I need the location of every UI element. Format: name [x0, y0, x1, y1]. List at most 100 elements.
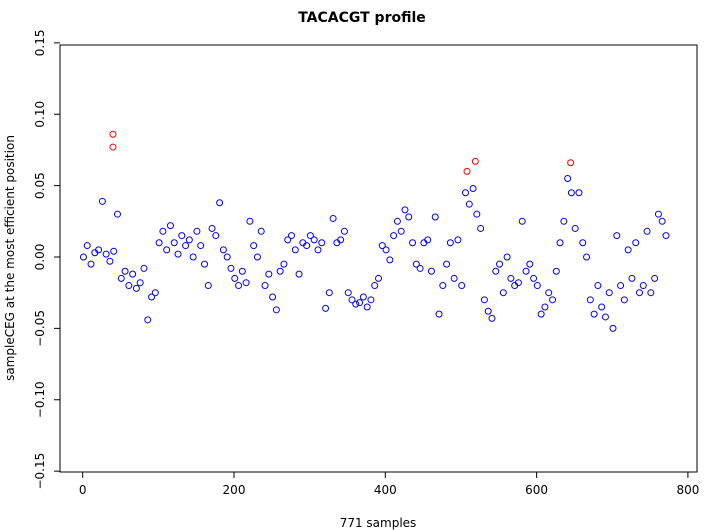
point: [269, 293, 277, 301]
point: [401, 206, 409, 214]
x-axis-label: 771 samples: [340, 516, 417, 530]
point: [405, 213, 413, 221]
point: [579, 239, 587, 247]
point: [469, 184, 477, 192]
point: [185, 236, 193, 244]
point: [463, 167, 471, 175]
point: [238, 267, 246, 275]
point: [462, 189, 470, 197]
point: [261, 282, 269, 290]
point: [654, 210, 662, 218]
point: [98, 197, 106, 205]
point: [291, 246, 299, 254]
point: [549, 296, 557, 304]
point: [359, 293, 367, 301]
point: [651, 274, 659, 282]
point: [620, 296, 628, 304]
point: [125, 282, 133, 290]
point: [488, 314, 496, 322]
point: [647, 289, 655, 297]
point: [189, 253, 197, 261]
point: [503, 253, 511, 261]
point: [590, 310, 598, 318]
point: [95, 246, 103, 254]
point: [253, 253, 261, 261]
point: [545, 289, 553, 297]
point: [83, 242, 91, 250]
point: [250, 242, 258, 250]
point: [329, 214, 337, 222]
point: [530, 274, 538, 282]
point: [378, 242, 386, 250]
point: [458, 282, 466, 290]
point: [200, 260, 208, 268]
point: [155, 239, 163, 247]
point: [480, 296, 488, 304]
y-tick-label: 0.15: [33, 29, 47, 56]
point: [662, 232, 670, 240]
point: [314, 246, 322, 254]
point: [507, 274, 515, 282]
point: [136, 279, 144, 287]
x-tick-label: 800: [676, 483, 699, 497]
point: [371, 282, 379, 290]
point: [208, 224, 216, 232]
point: [216, 199, 224, 207]
y-tick-label: −0.10: [33, 381, 47, 418]
y-tick-label: 0.05: [33, 172, 47, 199]
point: [363, 303, 371, 311]
point: [471, 157, 479, 165]
point: [427, 267, 435, 275]
point: [382, 246, 390, 254]
point: [109, 143, 117, 151]
point: [552, 267, 560, 275]
x-tick-label: 200: [223, 483, 246, 497]
point: [265, 270, 273, 278]
point: [109, 130, 117, 138]
point: [280, 260, 288, 268]
point: [144, 316, 152, 324]
point: [174, 250, 182, 258]
point: [624, 246, 632, 254]
point: [344, 289, 352, 297]
point: [598, 303, 606, 311]
point: [178, 232, 186, 240]
point: [567, 159, 575, 167]
y-tick-label: 0.00: [33, 244, 47, 271]
point: [340, 227, 348, 235]
point: [337, 236, 345, 244]
point: [113, 210, 121, 218]
point: [556, 239, 564, 247]
point: [352, 300, 360, 308]
point: [193, 227, 201, 235]
point: [295, 270, 303, 278]
point: [409, 239, 417, 247]
y-tick-label: −0.15: [33, 453, 47, 490]
point: [526, 260, 534, 268]
point: [613, 232, 621, 240]
point: [367, 296, 375, 304]
point: [159, 227, 167, 235]
point: [412, 260, 420, 268]
point: [276, 267, 284, 275]
point: [431, 213, 439, 221]
point: [272, 306, 280, 314]
point: [416, 264, 424, 272]
point: [586, 296, 594, 304]
point: [170, 239, 178, 247]
point: [564, 174, 572, 182]
point: [496, 260, 504, 268]
x-tick-label: 600: [525, 483, 548, 497]
point: [87, 260, 95, 268]
point: [148, 293, 156, 301]
point: [594, 282, 602, 290]
point: [318, 239, 326, 247]
point: [397, 227, 405, 235]
point: [446, 239, 454, 247]
point: [306, 232, 314, 240]
plot-box: [59, 44, 698, 473]
point: [284, 236, 292, 244]
point: [499, 289, 507, 297]
point: [287, 232, 295, 240]
point: [182, 242, 190, 250]
